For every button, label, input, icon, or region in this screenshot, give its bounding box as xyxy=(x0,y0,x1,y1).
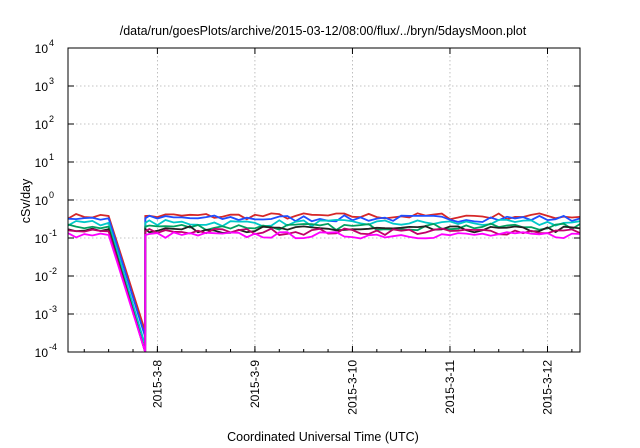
x-axis-label: Coordinated Universal Time (UTC) xyxy=(227,430,419,444)
y-tick-exponent: 1 xyxy=(49,152,54,162)
series-group xyxy=(67,212,581,353)
y-tick-label: 10 xyxy=(35,194,49,208)
y-tick-exponent: -4 xyxy=(49,342,57,352)
y-tick-label: 10 xyxy=(35,270,49,284)
tick-marks xyxy=(68,47,580,353)
y-tick-exponent: 2 xyxy=(49,114,54,124)
y-tick-label: 10 xyxy=(35,308,49,322)
grid-lines xyxy=(68,48,580,352)
y-tick-exponent: -2 xyxy=(49,266,57,276)
x-tick-label: 2015-3-8 xyxy=(150,360,164,408)
y-axis-label: cSv/day xyxy=(19,178,33,223)
y-tick-label: 10 xyxy=(35,118,49,132)
x-tick-label: 2015-3-10 xyxy=(345,360,359,415)
y-tick-exponent: 0 xyxy=(49,190,54,200)
y-tick-exponent: 4 xyxy=(49,38,54,48)
series-line-7 xyxy=(67,231,581,353)
x-tick-label: 2015-3-9 xyxy=(248,360,262,408)
y-tick-label: 10 xyxy=(35,156,49,170)
y-tick-label: 10 xyxy=(35,346,49,360)
x-tick-label: 2015-3-11 xyxy=(443,360,457,414)
y-tick-exponent: 3 xyxy=(49,76,54,86)
chart-title: /data/run/goesPlots/archive/2015-03-12/0… xyxy=(120,24,527,38)
y-tick-label: 10 xyxy=(35,232,49,246)
y-tick-label: 10 xyxy=(35,42,49,56)
x-tick-labels: 2015-3-8 2015-3-9 2015-3-10 2015-3-11 2015-3… xyxy=(150,360,554,415)
y-tick-exponent: -1 xyxy=(49,228,57,238)
y-tick-label: 10 xyxy=(35,80,49,94)
x-tick-label: 2015-3-12 xyxy=(540,360,554,415)
y-tick-exponent: -3 xyxy=(49,304,57,314)
